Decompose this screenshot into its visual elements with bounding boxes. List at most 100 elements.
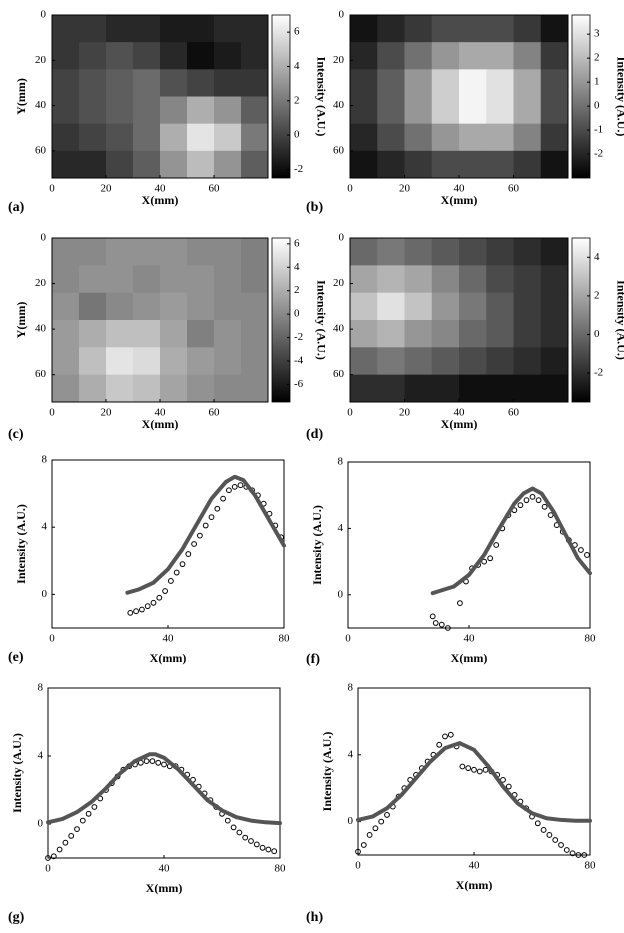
- heatmap-cell: [187, 150, 215, 179]
- heatmap-cell: [540, 123, 569, 152]
- data-point: [168, 578, 174, 584]
- heatmap-cell: [79, 292, 107, 321]
- heatmap-cell: [459, 150, 487, 179]
- panel-label: (f): [306, 652, 320, 667]
- heatmap-cell: [52, 374, 80, 403]
- heatmap-cell: [431, 96, 460, 125]
- heatmap-cell: [540, 15, 569, 43]
- data-point: [237, 482, 244, 489]
- y-tick-label: 0: [41, 232, 47, 244]
- colorbar-tick-label: 2: [594, 52, 600, 64]
- y-tick-label: 4: [38, 750, 44, 762]
- y-axis-label: Intensity (A.U.): [14, 504, 28, 584]
- data-point: [581, 852, 588, 858]
- x-tick-label: 20: [101, 183, 113, 195]
- heatmap-cell: [350, 320, 378, 348]
- heatmap-cell: [241, 238, 269, 266]
- heatmap-cell: [214, 42, 242, 70]
- data-point: [236, 829, 243, 836]
- data-point: [265, 846, 272, 853]
- heatmap-cell: [431, 238, 460, 266]
- data-point: [74, 826, 80, 832]
- x-axis-label: X(mm): [150, 651, 187, 665]
- heatmap-cell: [350, 150, 378, 179]
- heatmap-cell: [350, 96, 378, 125]
- heatmap-cell: [106, 320, 134, 348]
- y-tick-label: 0: [41, 9, 47, 21]
- heatmap-cell: [459, 69, 487, 97]
- x-tick-label: 40: [155, 183, 167, 195]
- data-point: [161, 761, 167, 768]
- panel-label: (a): [8, 200, 25, 215]
- heatmap-cell: [241, 69, 269, 97]
- heatmap-cell: [486, 292, 514, 321]
- x-tick-label: 80: [275, 863, 287, 875]
- heatmap-cell: [431, 320, 460, 348]
- colorbar-label: Intensity (A.U.): [614, 280, 624, 360]
- x-tick-label: 60: [209, 183, 221, 195]
- fit-line: [46, 752, 282, 826]
- heatmap-cell: [187, 292, 215, 321]
- heatmap-cell: [106, 42, 134, 70]
- heatmap-cell: [404, 347, 433, 376]
- heatmap-cell: [160, 42, 188, 70]
- data-point: [558, 842, 564, 848]
- heatmap-cell: [486, 150, 514, 179]
- x-tick-label: 40: [155, 407, 167, 419]
- heatmap-cell: [106, 265, 134, 294]
- heatmap-cell: [187, 320, 215, 348]
- y-tick-label: 8: [38, 682, 44, 694]
- heatmap-cell: [377, 347, 405, 376]
- heatmap-cell: [540, 374, 569, 403]
- data-point: [68, 833, 75, 839]
- heatmap-cell: [459, 123, 487, 152]
- heatmap-cell: [187, 347, 215, 376]
- y-tick-label: 8: [338, 456, 344, 468]
- data-point: [438, 621, 445, 628]
- y-tick-label: 20: [333, 277, 345, 289]
- heatmap-cell: [404, 69, 433, 97]
- heatmap-cell: [241, 96, 269, 125]
- heatmap-cell: [350, 292, 378, 321]
- heatmap-cell: [486, 238, 514, 266]
- heatmap-cell: [377, 320, 405, 348]
- heatmap-cell: [133, 292, 161, 321]
- heatmap-cell: [377, 150, 405, 179]
- data-point: [569, 850, 576, 857]
- heatmap-cell: [513, 42, 542, 70]
- heatmap-cell: [160, 96, 188, 125]
- heatmap-cell: [133, 320, 161, 348]
- heatmap-cell: [241, 320, 269, 348]
- heatmap-cell: [133, 347, 161, 376]
- data-point: [429, 613, 436, 620]
- colorbar-tick-label: -2: [294, 331, 303, 343]
- x-axis-label: X(mm): [451, 651, 488, 665]
- fit-line: [430, 486, 592, 596]
- data-point: [185, 551, 192, 557]
- heatmap-cell: [52, 150, 80, 179]
- heatmap-cell: [431, 374, 460, 403]
- heatmap-cell: [52, 123, 80, 152]
- heatmap-cell: [513, 347, 542, 376]
- data-point: [230, 824, 237, 831]
- heatmap-cell: [377, 123, 405, 152]
- heatmap-cell: [52, 15, 80, 43]
- colorbar-tick-label: 3: [594, 28, 600, 40]
- x-tick-label: 0: [49, 407, 55, 419]
- heatmap-cell: [52, 265, 80, 294]
- data-point: [56, 846, 63, 853]
- data-point: [85, 810, 92, 817]
- data-point: [149, 758, 156, 764]
- heatmap-cell: [513, 320, 542, 348]
- heatmap-cell: [214, 15, 242, 43]
- heatmap-cell: [214, 320, 242, 348]
- x-axis-label: X(mm): [456, 878, 493, 892]
- heatmap-cell: [133, 42, 161, 70]
- data-point: [436, 741, 443, 748]
- heatmap-cell: [106, 123, 134, 152]
- heatmap-cell: [431, 150, 460, 179]
- x-tick-label: 40: [464, 633, 476, 645]
- x-tick-label: 60: [209, 407, 221, 419]
- colorbar-tick-label: 0: [294, 129, 300, 141]
- heatmap-cell: [241, 374, 269, 403]
